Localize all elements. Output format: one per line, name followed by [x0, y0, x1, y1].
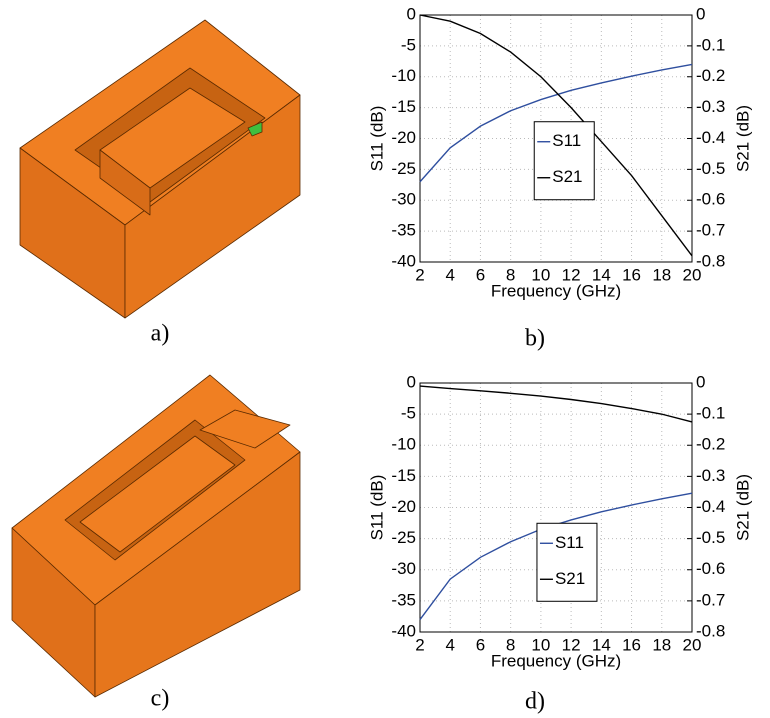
- model-c: [12, 375, 300, 697]
- y2-tick-label: -0.2: [696, 66, 725, 85]
- legend-label: S11: [555, 533, 584, 552]
- y-tick-label: -10: [391, 66, 416, 85]
- y-tick-label: -35: [391, 221, 416, 240]
- y2-tick-label: -0.7: [696, 221, 725, 240]
- x-tick-label: 18: [652, 265, 671, 284]
- y-tick-label: 0: [407, 372, 416, 391]
- panel-label: c): [151, 686, 170, 712]
- y-tick-label: -40: [391, 621, 416, 640]
- x-tick-label: 4: [445, 635, 454, 654]
- y-tick-label: -15: [391, 466, 416, 485]
- y2-tick-label: -0.5: [696, 159, 725, 178]
- y2-tick-label: -0.3: [696, 97, 725, 116]
- y2-tick-label: 0: [696, 4, 705, 23]
- y2-tick-label: -0.8: [696, 251, 725, 270]
- legend-label: S21: [552, 167, 582, 186]
- x-tick-label: 16: [622, 635, 641, 654]
- x-tick-label: 16: [622, 265, 641, 284]
- y2-axis-label: S21 (dB): [733, 105, 752, 172]
- legend-label: S21: [555, 569, 585, 588]
- legend-label: S11: [552, 131, 581, 150]
- y-tick-label: -5: [401, 35, 416, 54]
- x-axis-label: Frequency (GHz): [491, 651, 621, 670]
- y-tick-label: -30: [391, 190, 416, 209]
- y2-tick-label: -0.6: [696, 190, 725, 209]
- y2-axis-label: S21 (dB): [733, 474, 752, 541]
- y-tick-label: -30: [391, 559, 416, 578]
- x-tick-label: 6: [476, 635, 485, 654]
- y-tick-label: -25: [391, 159, 416, 178]
- figure: a) b) c) d) 2468101214161820-40-35-30-25…: [0, 0, 770, 718]
- y-tick-label: -20: [391, 497, 416, 516]
- y2-tick-label: -0.8: [696, 621, 725, 640]
- x-tick-label: 18: [652, 635, 671, 654]
- y-tick-label: -10: [391, 435, 416, 454]
- y-tick-label: -40: [391, 251, 416, 270]
- y2-tick-label: -0.4: [696, 128, 725, 147]
- x-tick-label: 2: [415, 635, 424, 654]
- y2-tick-label: -0.4: [696, 497, 725, 516]
- y-axis-label: S11 (dB): [367, 106, 386, 172]
- y2-tick-label: -0.7: [696, 590, 725, 609]
- panel-label: a): [151, 321, 170, 347]
- y2-tick-label: 0: [696, 372, 705, 391]
- y-tick-label: -15: [391, 97, 416, 116]
- panel-label: d): [525, 689, 545, 715]
- y-tick-label: -35: [391, 590, 416, 609]
- y-tick-label: -5: [401, 404, 416, 423]
- y-axis-label: S11 (dB): [367, 475, 386, 541]
- y2-tick-label: -0.1: [696, 404, 725, 423]
- y2-tick-label: -0.6: [696, 559, 725, 578]
- x-axis-label: Frequency (GHz): [491, 281, 621, 300]
- y2-tick-label: -0.1: [696, 35, 725, 54]
- y2-tick-label: -0.3: [696, 466, 725, 485]
- x-tick-label: 4: [445, 265, 454, 284]
- series-line: [420, 386, 692, 422]
- panel-label: b): [525, 326, 545, 352]
- x-tick-label: 6: [476, 265, 485, 284]
- y-tick-label: -20: [391, 128, 416, 147]
- x-tick-label: 2: [415, 265, 424, 284]
- model-a: [20, 20, 300, 318]
- y-tick-label: 0: [407, 4, 416, 23]
- y2-tick-label: -0.5: [696, 528, 725, 547]
- y2-tick-label: -0.2: [696, 435, 725, 454]
- y-tick-label: -25: [391, 528, 416, 547]
